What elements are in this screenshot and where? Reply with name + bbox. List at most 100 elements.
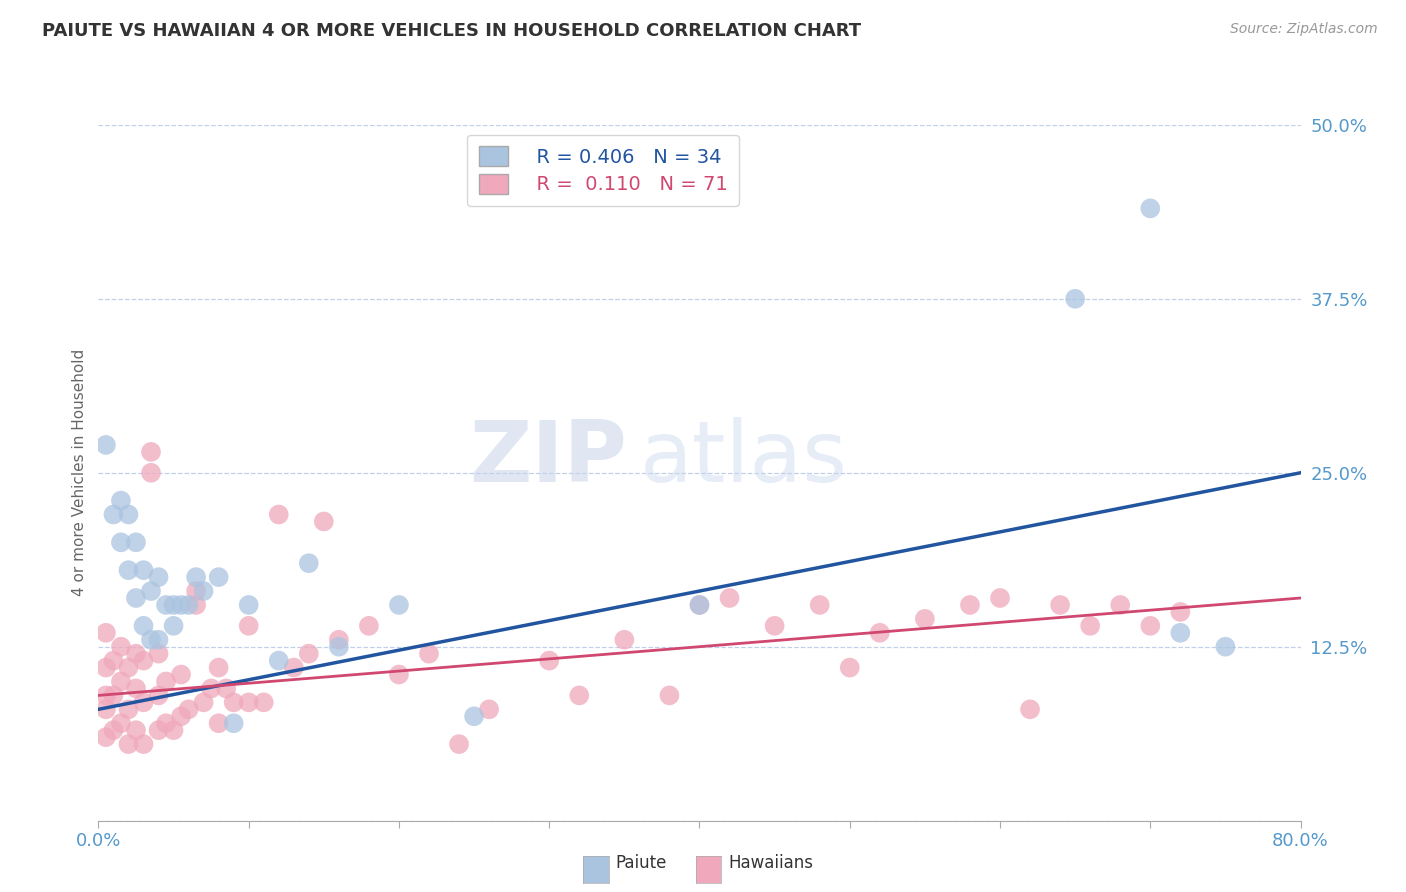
Point — [688, 598, 710, 612]
Point — [208, 570, 231, 584]
Point — [94, 730, 117, 744]
Point — [132, 619, 155, 633]
Point — [155, 716, 177, 731]
Point — [139, 466, 162, 480]
Point — [253, 695, 276, 709]
Text: Paiute: Paiute — [616, 855, 668, 872]
Point — [658, 689, 681, 703]
Point — [148, 632, 170, 647]
Point — [1078, 619, 1101, 633]
Point — [94, 660, 117, 674]
Point — [193, 695, 215, 709]
Point — [988, 591, 1011, 605]
Point — [1049, 598, 1071, 612]
Point — [125, 591, 148, 605]
Point — [208, 716, 231, 731]
Point — [94, 702, 117, 716]
Point — [117, 563, 139, 577]
Point — [110, 535, 132, 549]
Point — [170, 598, 193, 612]
Point — [110, 640, 132, 654]
Point — [94, 689, 117, 703]
Point — [718, 591, 741, 605]
Point — [283, 660, 305, 674]
Point — [312, 515, 335, 529]
Point — [267, 508, 290, 522]
Point — [117, 660, 139, 674]
Point — [222, 695, 245, 709]
Point — [328, 640, 350, 654]
Text: PAIUTE VS HAWAIIAN 4 OR MORE VEHICLES IN HOUSEHOLD CORRELATION CHART: PAIUTE VS HAWAIIAN 4 OR MORE VEHICLES IN… — [42, 22, 862, 40]
Point — [103, 723, 125, 738]
Point — [200, 681, 222, 696]
Point — [132, 695, 155, 709]
Point — [94, 438, 117, 452]
Point — [184, 584, 207, 599]
Point — [328, 632, 350, 647]
Point — [808, 598, 831, 612]
Point — [763, 619, 786, 633]
Point — [125, 681, 148, 696]
Point — [222, 716, 245, 731]
Point — [148, 570, 170, 584]
Point — [388, 667, 411, 681]
Point — [184, 598, 207, 612]
Point — [162, 598, 184, 612]
Legend:   R = 0.406   N = 34,   R =  0.110   N = 71: R = 0.406 N = 34, R = 0.110 N = 71 — [467, 135, 740, 206]
Point — [914, 612, 936, 626]
Point — [238, 598, 260, 612]
Point — [463, 709, 485, 723]
Point — [388, 598, 411, 612]
Point — [447, 737, 470, 751]
Point — [177, 702, 200, 716]
Y-axis label: 4 or more Vehicles in Household: 4 or more Vehicles in Household — [72, 349, 87, 597]
Point — [357, 619, 380, 633]
Point — [838, 660, 860, 674]
Point — [1139, 202, 1161, 216]
Point — [208, 660, 231, 674]
Point — [110, 716, 132, 731]
Point — [139, 584, 162, 599]
Point — [238, 619, 260, 633]
Point — [110, 493, 132, 508]
Point — [94, 625, 117, 640]
Point — [148, 723, 170, 738]
Point — [1064, 292, 1087, 306]
Point — [139, 632, 162, 647]
Text: Hawaiians: Hawaiians — [728, 855, 813, 872]
Text: ZIP: ZIP — [470, 417, 627, 500]
Point — [155, 674, 177, 689]
Point — [170, 709, 193, 723]
Point — [125, 535, 148, 549]
Point — [1139, 619, 1161, 633]
Point — [139, 445, 162, 459]
Point — [117, 737, 139, 751]
Point — [155, 598, 177, 612]
Point — [267, 654, 290, 668]
Point — [193, 584, 215, 599]
Point — [298, 647, 321, 661]
Point — [162, 723, 184, 738]
Point — [1215, 640, 1237, 654]
Point — [103, 689, 125, 703]
Point — [1170, 605, 1192, 619]
Point — [125, 647, 148, 661]
Point — [238, 695, 260, 709]
Point — [568, 689, 591, 703]
Text: Source: ZipAtlas.com: Source: ZipAtlas.com — [1230, 22, 1378, 37]
Point — [1019, 702, 1042, 716]
Point — [117, 508, 139, 522]
Point — [132, 654, 155, 668]
Point — [538, 654, 561, 668]
Point — [418, 647, 440, 661]
Point — [132, 563, 155, 577]
Point — [148, 647, 170, 661]
Point — [478, 702, 501, 716]
Point — [298, 556, 321, 570]
Point — [103, 654, 125, 668]
Point — [162, 619, 184, 633]
Point — [103, 508, 125, 522]
Point — [688, 598, 710, 612]
Point — [613, 632, 636, 647]
Point — [959, 598, 981, 612]
